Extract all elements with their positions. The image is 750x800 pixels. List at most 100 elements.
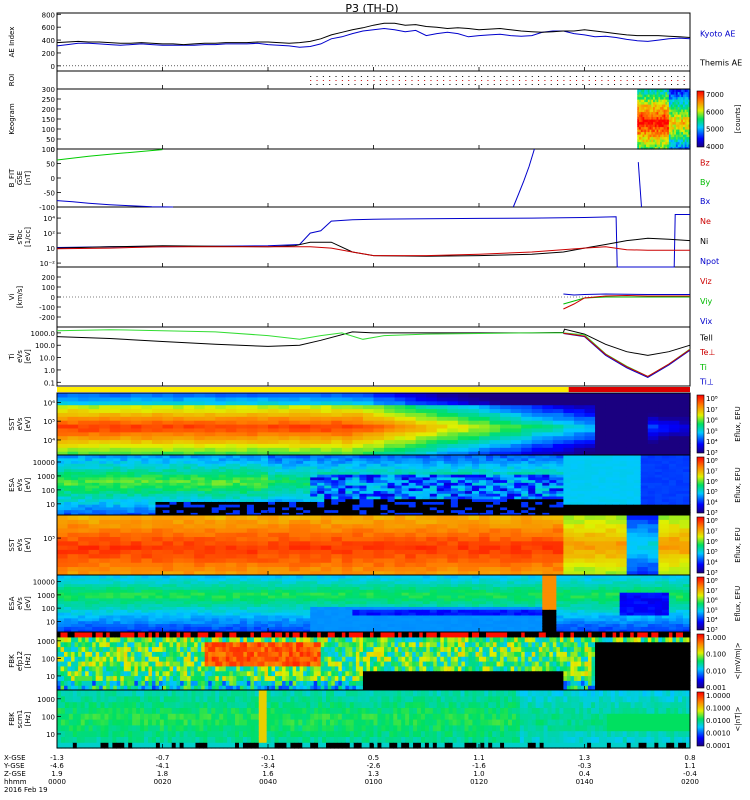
ae-legend-0: Kyoto AE [700, 29, 735, 38]
keogram-ytick-label: 300 [42, 86, 55, 94]
keogram-colorbar-tick: 6000 [706, 108, 724, 116]
temp-ylabel: [eV] [24, 349, 32, 364]
vi-legend-0: Viz [700, 277, 712, 286]
fbk_b-colorbar-tick: 0.0001 [706, 742, 731, 750]
fbk_e-colorbar-tick: 0.100 [706, 651, 726, 659]
sst_i-ylabel: eVs [16, 417, 24, 430]
bfit-series-bx-1 [56, 200, 174, 208]
ni-ytick-label: 10 [46, 245, 55, 253]
sst_i-colorbar [696, 394, 705, 454]
x-axis-row-label-4: 2016 Feb 19 [4, 786, 48, 794]
ni-frame [56, 206, 691, 268]
fbk_e-ylabel: FBK [8, 654, 16, 668]
keogram-colorbar-tick: 5000 [706, 126, 724, 134]
esa_e-colorbar-tick: 10⁶ [706, 597, 718, 605]
fbk_e-colorbar-tick: 1.000 [706, 634, 726, 642]
fbk_e-ytick-label: 10 [46, 673, 55, 681]
ni-ylabel: [1/cc] [24, 227, 32, 247]
temp-ytick-label: 100.0 [35, 342, 55, 350]
esa_e-ylabel: [eV] [24, 596, 32, 611]
spectrogram-layer [57, 76, 691, 749]
ni-legend-1: Ni [700, 237, 708, 246]
sst_e-colorbar-tick: 10⁸ [706, 517, 718, 525]
sst_e-ytick-label: 10⁵ [43, 535, 55, 543]
x-axis-value: -0.7 [156, 754, 170, 762]
keogram-colorbar-label: [counts] [734, 104, 742, 133]
esa_e-ytick-label: 10000 [33, 579, 55, 587]
sst_i-ylabel: SST [8, 417, 16, 431]
x-axis-value: -1.6 [472, 762, 486, 770]
vi-ytick-label: 100 [42, 284, 55, 292]
x-axis-row-label-3: hhmm [4, 778, 27, 786]
x-axis-value: -2.6 [367, 762, 381, 770]
fbk_e-ylabel: [Hz] [24, 654, 32, 669]
temp-legend-1: Te⊥ [699, 348, 715, 357]
fbk_e-ytick-label: 1000 [37, 638, 55, 646]
fbk_b-ytick-label: 10 [46, 731, 55, 739]
ni-ytick-label: 10⁴ [43, 215, 55, 223]
keogram-ytick-label: 150 [42, 116, 55, 124]
esa_e-colorbar-tick: 10³ [706, 626, 718, 634]
esa_e-ytick-label: 1000 [37, 592, 55, 600]
fbk_e-colorbar-label: <|mV/m|> [734, 642, 742, 679]
keogram-spectrogram [637, 89, 691, 150]
temp-ytick-label: 0.1 [44, 379, 55, 387]
ni-ylabel: sToc [16, 229, 24, 244]
esa_i-ylabel: ESA [8, 478, 16, 492]
sst_i-colorbar-tick: 10⁷ [706, 406, 718, 414]
esa_i-colorbar-tick: 10⁴ [706, 499, 718, 507]
keogram-ytick-label: 100 [42, 126, 55, 134]
ae-series-kyoto-ae-0 [56, 27, 691, 48]
bfit-ylabel: [nT] [24, 171, 32, 185]
vi-ylabel: Vi [8, 294, 16, 301]
vi-ylabel: [km/s] [16, 286, 24, 309]
vi-series-vix-0 [563, 293, 690, 296]
bfit-ytick-label: 50 [46, 161, 55, 169]
keogram-colorbar-tick: 7000 [706, 91, 724, 99]
x-axis-value: -1.3 [50, 754, 64, 762]
fbk_e-colorbar-tick: 0.010 [706, 667, 726, 675]
keogram-colorbar-tick: 4000 [706, 143, 724, 151]
temp-ytick-label: 1000.0 [31, 330, 56, 338]
x-axis-value: -4.6 [50, 762, 64, 770]
esa_i-colorbar-label: Eflux, EFU [734, 467, 742, 502]
roi-ylabel: ROI [8, 74, 16, 86]
temp-series-tell-0 [56, 328, 691, 356]
sst_e-colorbar-tick: 10⁵ [706, 548, 718, 556]
esa_e-colorbar-tick: 10⁴ [706, 616, 718, 624]
sst_e-colorbar-tick: 10³ [706, 569, 718, 577]
esa_e-colorbar-tick: 10⁸ [706, 577, 718, 585]
vi-series-viz-2 [563, 294, 690, 310]
sst_e-ylabel: eVs [16, 538, 24, 551]
esa_e-ytick-label: 100 [42, 605, 55, 613]
fbk_b-ylabel: scm1 [16, 710, 24, 729]
sst_i-ylabel: [eV] [24, 416, 32, 431]
bfit-legend-0: Bz [700, 159, 710, 168]
panel-frames-layer [56, 12, 705, 749]
esa_i-ylabel: [eV] [24, 477, 32, 492]
ae-ytick-label: 200 [42, 50, 55, 58]
state-segment [568, 387, 690, 392]
bfit-ylabel: GSE [16, 171, 24, 185]
esa_e-ytick-label: 10 [46, 618, 55, 626]
x-axis-value: -0.4 [683, 770, 697, 778]
ae-ytick-label: 0 [51, 63, 55, 71]
x-axis-value: 0.4 [579, 770, 591, 778]
bfit-ytick-label: 100 [42, 146, 55, 154]
keogram-frame [56, 88, 691, 150]
sst_i-colorbar-tick: 10⁶ [706, 417, 718, 425]
fbk_b-ytick-label: 100 [42, 713, 55, 721]
fbk_b-colorbar-tick: 0.1000 [706, 705, 731, 713]
esa_i-colorbar-tick: 10⁵ [706, 488, 718, 496]
bfit-ytick-label: -50 [44, 190, 55, 198]
x-axis-value: -0.3 [578, 762, 592, 770]
bfit-series-bx-2 [512, 148, 535, 208]
x-axis-value: 1.3 [579, 754, 590, 762]
ae-ytick-label: 600 [42, 24, 55, 32]
ae-series-themis-ae-1 [56, 22, 691, 46]
ni-series-ne-2 [56, 246, 690, 257]
fbk_e-ytick-label: 100 [42, 655, 55, 663]
ni-ytick-label: 10⁻² [40, 260, 56, 268]
state-bar [57, 387, 690, 392]
bfit-ytick-label: -100 [39, 204, 55, 212]
